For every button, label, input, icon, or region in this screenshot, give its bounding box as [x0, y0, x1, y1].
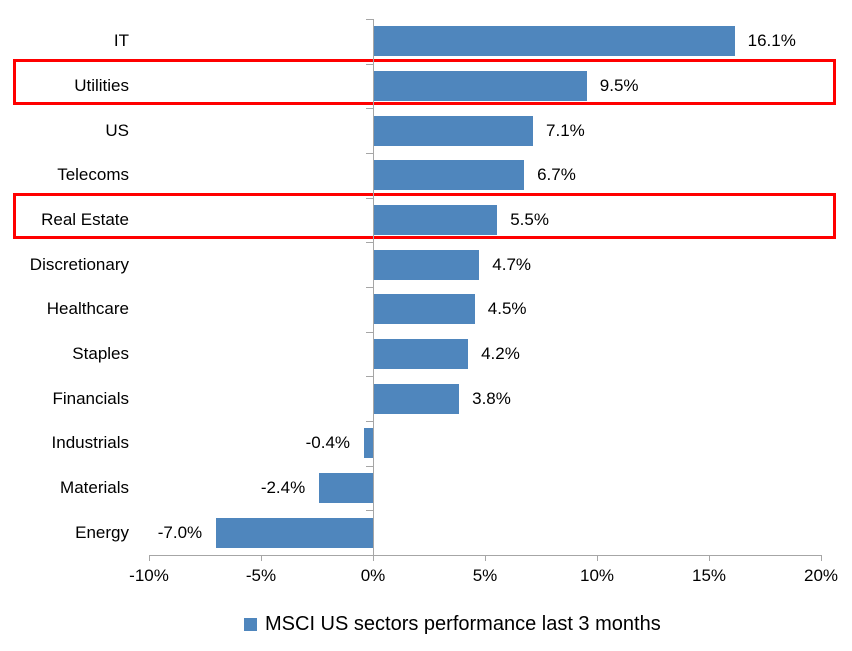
x-tick-label-10-: 10% [579, 566, 615, 585]
bar-telecoms [374, 160, 525, 191]
bar-healthcare [374, 294, 475, 325]
y-axis-tick [366, 287, 373, 288]
y-axis-tick [366, 242, 373, 244]
legend-swatch-icon [244, 617, 257, 631]
value-label-us: 7.1% [546, 120, 585, 140]
y-axis-tick [366, 465, 373, 467]
x-axis-tick [149, 555, 150, 561]
category-label-utilities: Utilities [74, 76, 129, 95]
x-axis-tick [597, 555, 598, 561]
x-tick-label-15-: 15% [691, 566, 727, 585]
bar-us [374, 115, 534, 146]
bar-discretionary [374, 249, 480, 280]
y-axis-tick [366, 331, 373, 333]
value-label-utilities: 9.5% [599, 76, 639, 95]
y-axis-tick [366, 421, 373, 422]
category-label-healthcare: Healthcare [46, 299, 129, 319]
bar-energy [216, 517, 373, 548]
category-label-telecoms: Telecoms [57, 165, 129, 185]
x-axis-tick [821, 555, 822, 561]
highlight-box-real-estate [13, 192, 836, 240]
x-axis-tick [485, 555, 486, 561]
x-axis-tick [709, 555, 710, 561]
y-axis-tick [366, 63, 373, 65]
x-tick-label--10-: -10% [129, 566, 169, 585]
category-label-industrials: Industrials [51, 433, 129, 453]
value-label-energy: -7.0% [157, 522, 203, 542]
bar-materials [319, 473, 373, 503]
value-label-telecoms: 6.7% [537, 165, 576, 185]
value-label-it: 16.1% [747, 31, 796, 51]
highlight-box-utilities [13, 58, 836, 106]
category-label-us: US [105, 120, 129, 140]
x-axis-tick [373, 555, 374, 561]
x-tick-label-20-: 20% [803, 566, 839, 585]
value-label-staples: 4.2% [481, 344, 520, 363]
x-tick-label-5-: 5% [472, 566, 498, 585]
bar-staples [374, 339, 469, 369]
category-label-energy: Energy [75, 522, 129, 542]
value-label-real-estate: 5.5% [510, 210, 549, 229]
x-axis-tick [261, 555, 262, 561]
value-label-healthcare: 4.5% [487, 299, 527, 319]
y-axis-tick [366, 510, 373, 512]
bar-utilities [374, 71, 587, 101]
category-label-financials: Financials [52, 388, 129, 408]
x-tick-label--5-: -5% [245, 566, 277, 585]
value-label-discretionary: 4.7% [492, 254, 532, 274]
bar-it [374, 26, 735, 57]
y-axis-tick [366, 19, 373, 20]
category-label-staples: Staples [72, 344, 129, 363]
x-tick-label-0-: 0% [360, 566, 386, 585]
category-label-real-estate: Real Estate [41, 210, 129, 229]
bar-financials [374, 383, 460, 414]
category-label-it: IT [113, 31, 129, 51]
bar-real-estate [374, 205, 498, 235]
value-label-industrials: -0.4% [305, 433, 351, 453]
bar-industrials [364, 428, 373, 459]
y-axis-tick [366, 108, 373, 110]
category-label-materials: Materials [60, 478, 129, 497]
y-axis-tick [366, 197, 373, 199]
y-axis-tick [366, 376, 373, 378]
category-label-discretionary: Discretionary [29, 254, 129, 274]
value-label-financials: 3.8% [472, 388, 511, 408]
y-axis-tick [366, 153, 373, 154]
legend: MSCI US sectors performance last 3 month… [244, 611, 661, 637]
legend-label: MSCI US sectors performance last 3 month… [265, 613, 661, 635]
value-label-materials: -2.4% [260, 478, 306, 497]
y-axis-line [373, 19, 374, 555]
